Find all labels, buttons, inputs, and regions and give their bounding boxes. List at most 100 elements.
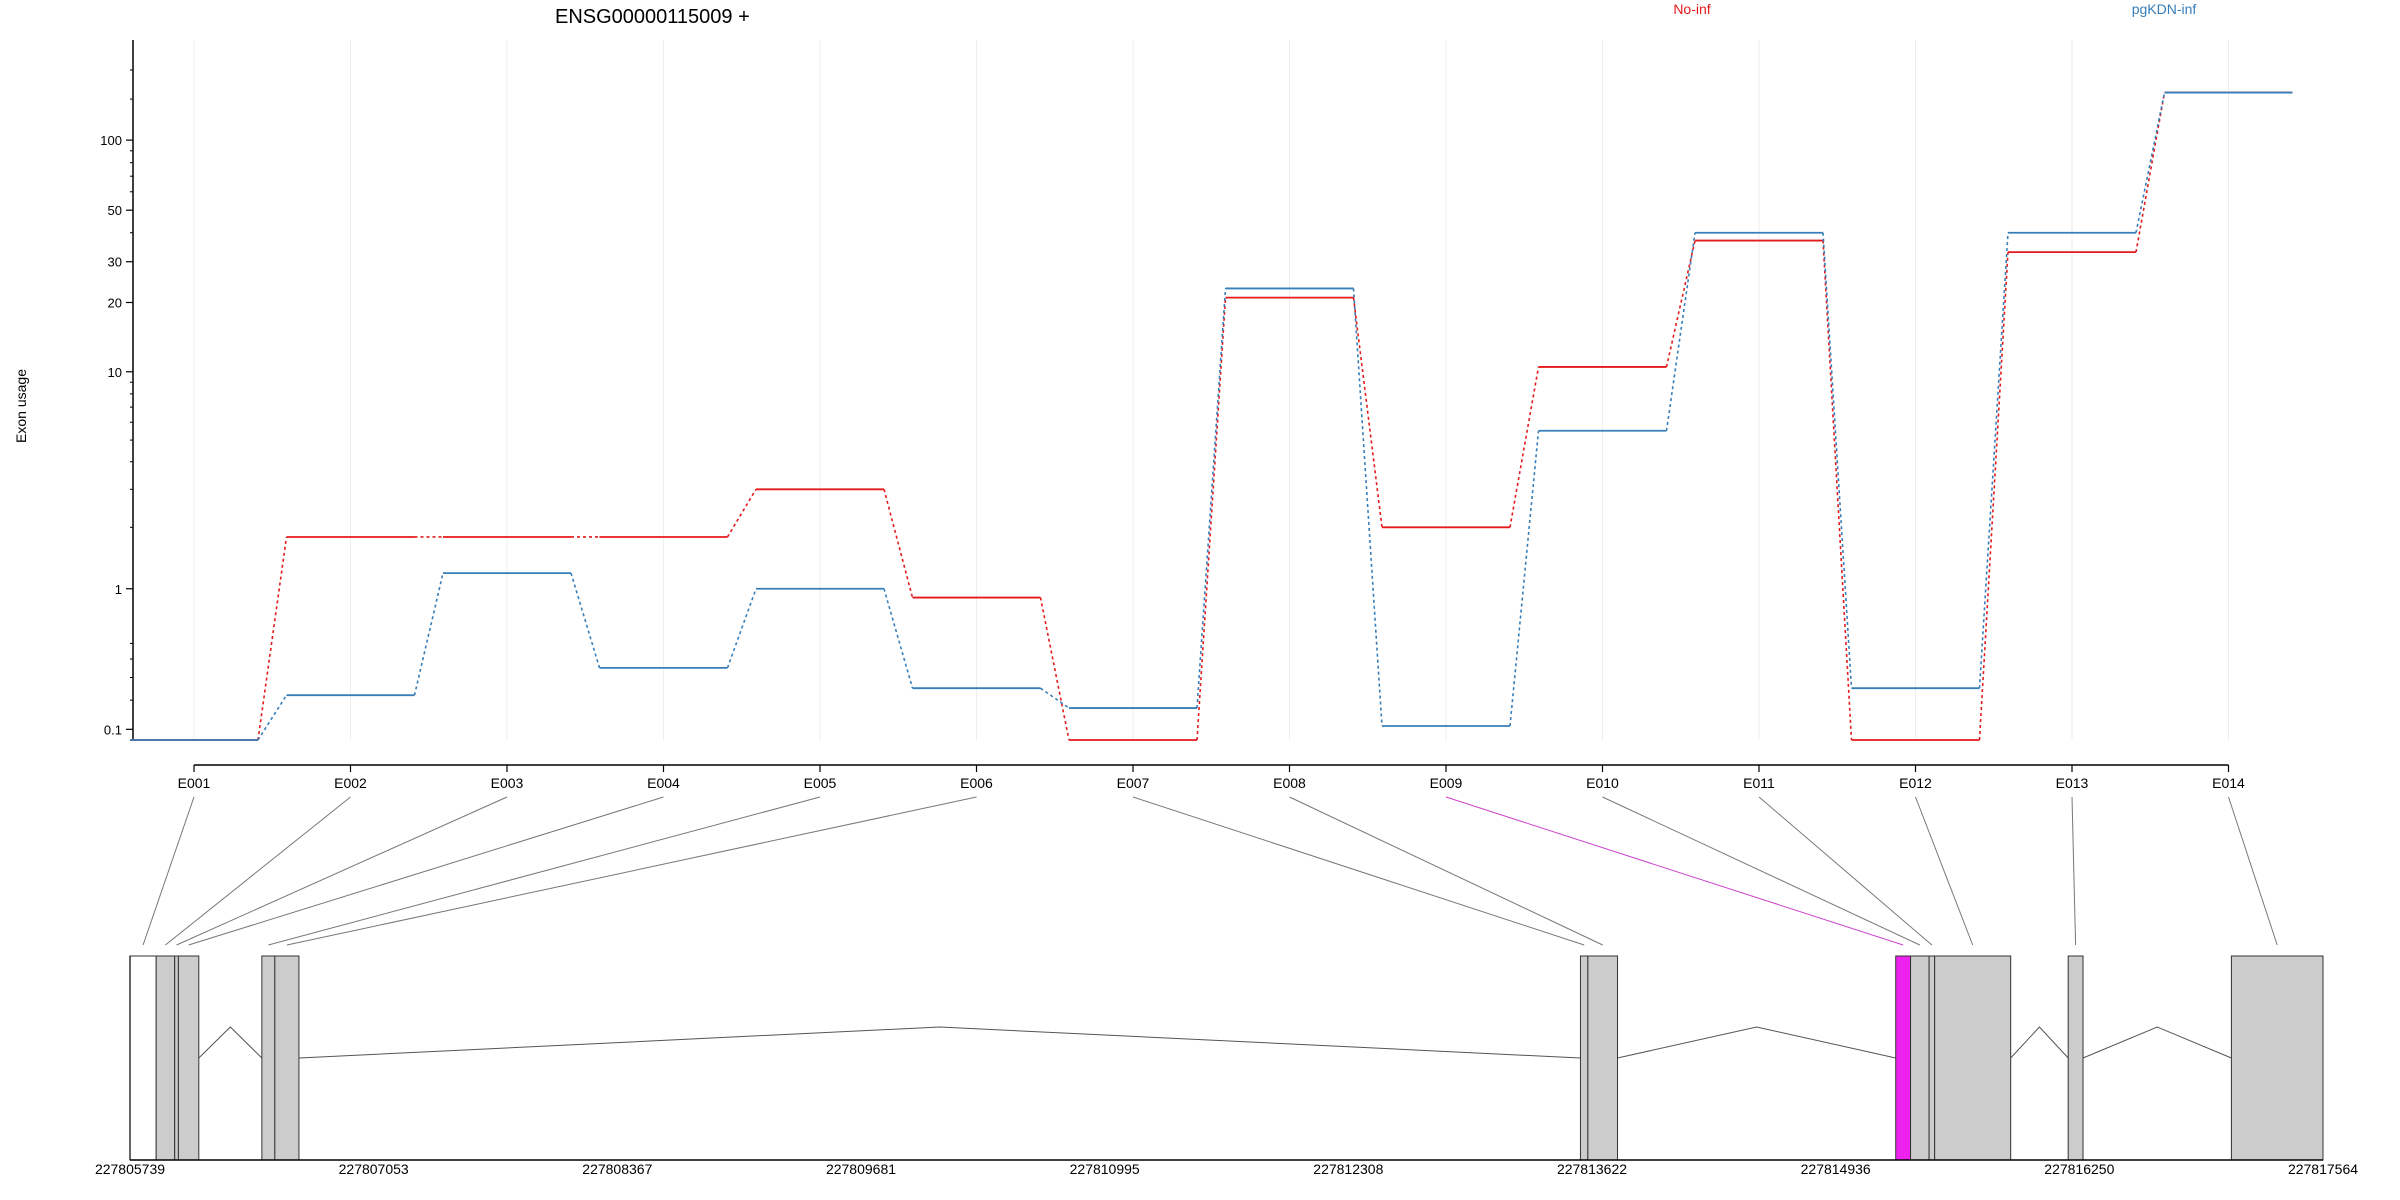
exon-label-E010: E010 bbox=[1586, 775, 1619, 791]
y-tick-label-20: 20 bbox=[108, 295, 122, 310]
exon-label-E013: E013 bbox=[2056, 775, 2089, 791]
genomic-tick-label-227816250: 227816250 bbox=[2044, 1161, 2114, 1177]
connector-pgKDN-inf-E013 bbox=[2135, 92, 2166, 233]
exon-blocks bbox=[129, 955, 2324, 1161]
connector-line-E010 bbox=[1602, 796, 1921, 946]
intron-E004-E005 bbox=[198, 1026, 263, 1059]
connector-line-E012 bbox=[1915, 796, 1974, 946]
connector-No-inf-E012 bbox=[1978, 252, 2009, 741]
vertical-gridlines bbox=[193, 40, 2229, 740]
intron-lines bbox=[198, 1026, 2232, 1059]
connector-line-E004 bbox=[188, 796, 664, 946]
intron-E013-E014 bbox=[2082, 1026, 2232, 1059]
connector-line-E002 bbox=[165, 796, 351, 946]
connector-line-E014 bbox=[2228, 796, 2278, 946]
y-tick-label-30: 30 bbox=[108, 255, 122, 270]
series-layer bbox=[130, 91, 2293, 741]
exon-usage-panel: ENSG00000115009 + Exon usage No-inf pgKD… bbox=[13, 1, 2293, 791]
connector-pgKDN-inf-E007 bbox=[1196, 288, 1227, 709]
genomic-tick-label-227813622: 227813622 bbox=[1557, 1161, 1627, 1177]
exon-block-E012 bbox=[1934, 955, 2012, 1161]
exon-block-E006 bbox=[274, 955, 300, 1161]
x-axis-exons: E001 E002 E003 E004 E005 E006 E007 E008 E009 E010… bbox=[178, 764, 2245, 791]
intron-E012-E013 bbox=[2010, 1026, 2069, 1059]
connector-line-E007 bbox=[1132, 796, 1585, 946]
connector-No-inf-E009 bbox=[1509, 366, 1540, 528]
connector-pgKDN-inf-E009 bbox=[1509, 430, 1540, 727]
connector-line-E001 bbox=[142, 796, 195, 946]
connector-pgKDN-inf-E005 bbox=[883, 588, 914, 689]
genomic-tick-label-227810995: 227810995 bbox=[1070, 1161, 1140, 1177]
connector-pgKDN-inf-E008 bbox=[1352, 288, 1383, 727]
y-tick-label-1: 1 bbox=[115, 582, 122, 597]
genomic-tick-label-227812308: 227812308 bbox=[1313, 1161, 1383, 1177]
exon-connector-lines bbox=[142, 796, 2278, 946]
legend-no-inf: No-inf bbox=[1673, 1, 1710, 17]
connector-pgKDN-inf-E006 bbox=[1040, 687, 1070, 709]
exon-block-E002 bbox=[155, 955, 176, 1161]
genomic-tick-label-227808367: 227808367 bbox=[582, 1161, 652, 1177]
connector-line-E003 bbox=[176, 796, 508, 946]
connector-No-inf-E004 bbox=[726, 488, 757, 538]
exon-label-E005: E005 bbox=[804, 775, 837, 791]
intron-E006-E007 bbox=[298, 1026, 1581, 1059]
genomic-tick-label-227805739: 227805739 bbox=[95, 1161, 165, 1177]
exon-block-E001 bbox=[129, 955, 157, 1161]
y-axis: 0.1 1 10 20 30 50 100 bbox=[100, 40, 134, 740]
connector-pgKDN-inf-E001 bbox=[257, 694, 288, 741]
legend-pgkdn-inf: pgKDN-inf bbox=[2132, 1, 2197, 17]
series-pgKDN-inf bbox=[130, 91, 2293, 741]
exon-label-E014: E014 bbox=[2212, 775, 2245, 791]
genomic-coordinate-axis: 227805739 227807053 227808367 227809681 2278… bbox=[95, 956, 2358, 1177]
connector-No-inf-E005 bbox=[883, 489, 914, 598]
exon-label-E009: E009 bbox=[1430, 775, 1463, 791]
connector-pgKDN-inf-E010 bbox=[1665, 232, 1696, 431]
connector-pgKDN-inf-E011 bbox=[1822, 232, 1853, 689]
connector-line-E005 bbox=[268, 796, 821, 946]
exon-block-E011 bbox=[1928, 955, 1936, 1161]
exon-block-E014 bbox=[2230, 955, 2324, 1161]
genomic-tick-label-227817564: 227817564 bbox=[2288, 1161, 2358, 1177]
connector-pgKDN-inf-E004 bbox=[726, 588, 757, 669]
exon-label-E004: E004 bbox=[647, 775, 680, 791]
connector-pgKDN-inf-E002 bbox=[413, 572, 444, 696]
exon-block-E004 bbox=[177, 955, 200, 1161]
exon-label-E007: E007 bbox=[1117, 775, 1150, 791]
exon-label-E001: E001 bbox=[178, 775, 211, 791]
connector-No-inf-E008 bbox=[1352, 297, 1383, 528]
exon-block-E008 bbox=[1587, 955, 1619, 1161]
y-axis-label: Exon usage bbox=[13, 369, 29, 443]
exon-block-E009 bbox=[1895, 955, 1912, 1161]
connector-No-inf-E013 bbox=[2135, 92, 2166, 253]
series-No-inf bbox=[130, 91, 2293, 741]
exon-block-E003 bbox=[174, 955, 179, 1161]
y-tick-label-0.1: 0.1 bbox=[104, 722, 122, 737]
connector-line-E011 bbox=[1758, 796, 1933, 946]
y-tick-label-10: 10 bbox=[108, 365, 122, 380]
connector-No-inf-E001 bbox=[257, 536, 288, 741]
connector-No-inf-E006 bbox=[1039, 597, 1070, 741]
genomic-tick-label-227814936: 227814936 bbox=[1801, 1161, 1871, 1177]
intron-E008-E009 bbox=[1617, 1026, 1896, 1059]
exon-block-E007 bbox=[1579, 955, 1589, 1161]
connector-pgKDN-inf-E003 bbox=[570, 572, 601, 669]
y-tick-label-50: 50 bbox=[108, 203, 122, 218]
chart-title: ENSG00000115009 + bbox=[555, 6, 750, 28]
exon-label-E003: E003 bbox=[491, 775, 524, 791]
exon-label-E002: E002 bbox=[334, 775, 367, 791]
connector-No-inf-E011 bbox=[1822, 240, 1853, 741]
genomic-tick-label-227809681: 227809681 bbox=[826, 1161, 896, 1177]
genomic-tick-label-227807053: 227807053 bbox=[339, 1161, 409, 1177]
exon-block-E013 bbox=[2067, 955, 2084, 1161]
exon-block-E005 bbox=[261, 955, 276, 1161]
connector-pgKDN-inf-E012 bbox=[1978, 232, 2009, 689]
exon-label-E011: E011 bbox=[1743, 775, 1775, 791]
exon-block-E010 bbox=[1910, 955, 1930, 1161]
connector-line-E009 bbox=[1445, 796, 1904, 946]
connector-No-inf-E010 bbox=[1665, 240, 1696, 368]
gene-model-panel: 227805739 227807053 227808367 227809681 2278… bbox=[95, 955, 2358, 1177]
exon-label-E012: E012 bbox=[1899, 775, 1932, 791]
exon-label-E008: E008 bbox=[1273, 775, 1306, 791]
exon-label-E006: E006 bbox=[960, 775, 993, 791]
